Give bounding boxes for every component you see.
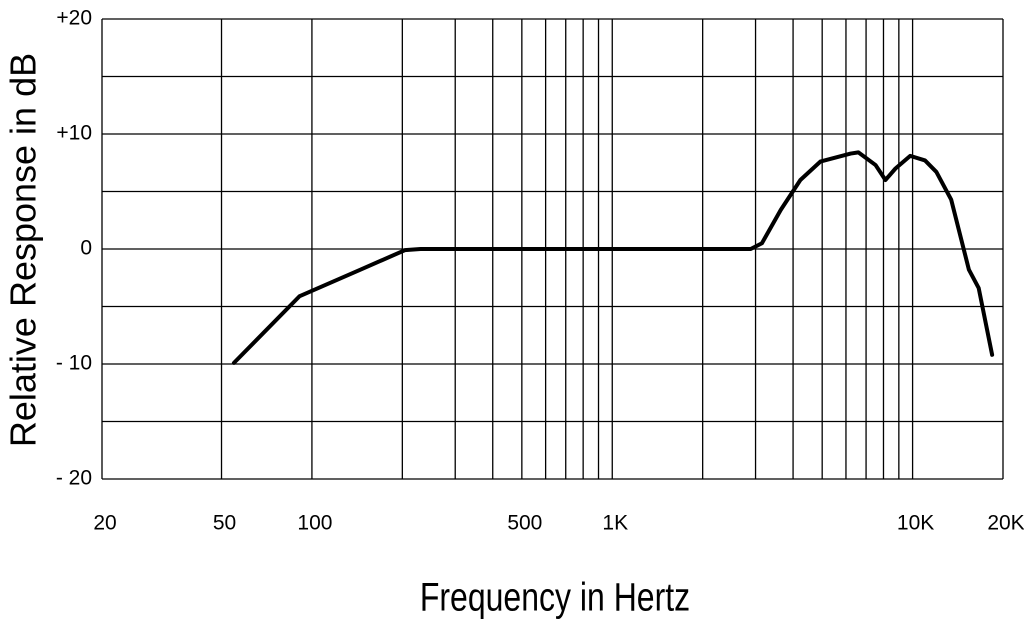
- response-curve: [231, 150, 995, 365]
- y-tick-label: +20: [56, 7, 92, 30]
- x-tick-label: 500: [507, 512, 542, 535]
- x-tick-label: 10K: [897, 512, 934, 535]
- x-tick-label: 1K: [602, 512, 628, 535]
- x-axis-title: Frequency in Hertz: [420, 574, 690, 619]
- x-tick-label: 20K: [987, 512, 1024, 535]
- y-tick-label: 0: [80, 237, 92, 260]
- y-axis-title: Relative Response in dB: [3, 53, 44, 447]
- y-tick-label: +10: [56, 122, 92, 145]
- x-tick-label: 20: [93, 512, 116, 535]
- x-tick-label: 100: [297, 512, 332, 535]
- y-tick-label: - 20: [56, 467, 92, 490]
- y-tick-label: - 10: [56, 352, 92, 375]
- x-tick-label: 50: [213, 512, 236, 535]
